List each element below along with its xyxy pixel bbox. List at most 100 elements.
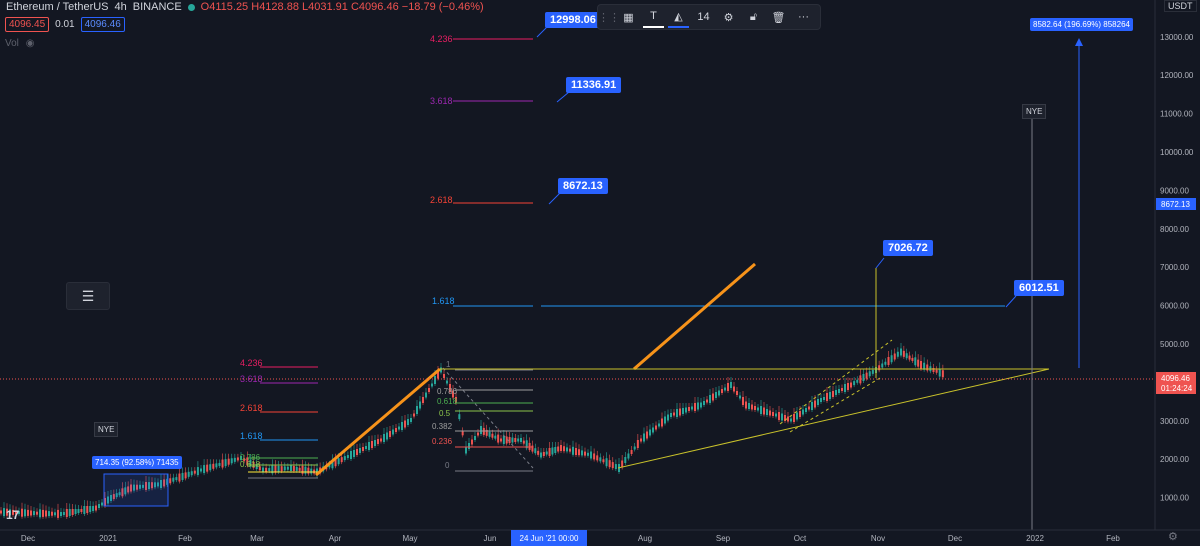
fib-retracement[interactable]: 1 0.786 0.618 0.5 0.382 0.236 0 (432, 360, 534, 472)
object-tree-button[interactable]: ☰ (66, 282, 110, 310)
candle (542, 452, 545, 456)
candle (449, 384, 451, 392)
candle (528, 442, 531, 450)
buy-price[interactable]: 4096.46 (80, 17, 125, 32)
candle (902, 350, 905, 357)
candle (178, 473, 181, 482)
candle (871, 369, 874, 374)
time-tick: Aug (638, 534, 652, 543)
open-value: O4115.25 (200, 1, 249, 13)
candle (691, 406, 693, 410)
candle (246, 457, 249, 466)
volume-indicator[interactable]: Vol ◉ (5, 38, 34, 49)
candle (802, 409, 804, 415)
candle (525, 440, 528, 449)
candle (350, 451, 352, 459)
candle (209, 464, 212, 471)
candle (718, 390, 720, 396)
drag-handle-icon[interactable]: ⋮⋮ (598, 11, 620, 24)
candle (905, 353, 908, 359)
label-714[interactable]: 714.35 (92.58%) 71435 (92, 456, 182, 469)
candle (491, 433, 494, 438)
candle (721, 389, 723, 393)
candle (560, 445, 562, 451)
candle (760, 406, 762, 414)
time-tick: 2022 (1026, 534, 1044, 543)
candle (54, 512, 56, 516)
candle (262, 467, 264, 473)
time-axis: Dec 2021 Feb Mar Apr May Jun Aug Sep Oct Nov Dec 202… (21, 530, 1120, 546)
time-tick: Feb (1106, 534, 1120, 543)
candle (611, 462, 614, 469)
measure-box[interactable] (103, 473, 169, 507)
time-tick: Mar (250, 534, 264, 543)
candle (599, 457, 602, 462)
candle (584, 451, 586, 456)
label-11336[interactable]: 11336.91 (566, 77, 622, 93)
lock-icon[interactable]: 🔓︎ (749, 10, 758, 23)
candle (221, 459, 224, 468)
candle (230, 458, 233, 464)
candle (193, 470, 196, 474)
candle (71, 509, 74, 515)
symbol-name[interactable]: Ethereum / TetherUS (6, 1, 109, 13)
retrace-0: 0 (445, 461, 450, 470)
fib-lower-2618: 2.618 (240, 403, 263, 413)
label-7026[interactable]: 7026.72 (883, 240, 933, 256)
retrace-0382: 0.382 (432, 422, 453, 431)
retrace-05: 0.5 (439, 409, 451, 418)
candle (540, 452, 542, 458)
candle (893, 353, 896, 360)
orange-trendline-1[interactable] (315, 367, 441, 477)
label-6012[interactable]: 6012.51 (1014, 280, 1064, 296)
more-icon[interactable]: ··· (798, 11, 809, 23)
support-line[interactable] (617, 368, 1050, 469)
candle (331, 460, 334, 469)
fib-extension-lower[interactable]: 4.236 3.618 2.618 1.618 0.786 0.618 (240, 358, 318, 479)
candle (881, 363, 884, 368)
tradingview-logo-icon[interactable]: 17 (6, 508, 20, 522)
template-icon[interactable]: ▦ (623, 11, 634, 24)
fib-extension-upper[interactable]: 4.236 3.618 2.618 1.618 (430, 34, 1005, 307)
crosshair-price-tag (1156, 198, 1196, 210)
candle (799, 411, 801, 417)
candle (107, 496, 109, 504)
symbol-header: Ethereum / TetherUS 4h BINANCE O4115.25 … (6, 1, 484, 13)
settings-icon[interactable]: ⚙ (723, 11, 734, 24)
candle (206, 464, 209, 472)
delete-icon[interactable]: 🗑︎ (771, 11, 786, 24)
sell-price[interactable]: 4096.45 (5, 17, 50, 32)
label-8672[interactable]: 8672.13 (558, 178, 608, 194)
candle (908, 355, 911, 360)
candle (243, 458, 246, 462)
candle (896, 351, 899, 357)
candle (814, 400, 816, 408)
axis-settings-icon[interactable]: ⚙ (1168, 531, 1178, 543)
fill-color-icon[interactable]: ◭ (668, 6, 689, 28)
candle (694, 403, 696, 411)
candle (200, 468, 202, 472)
candle (590, 451, 592, 459)
line-width[interactable]: 14 (697, 11, 710, 23)
candle (271, 465, 274, 474)
currency-label[interactable]: USDT (1164, 0, 1197, 12)
candle (328, 464, 331, 468)
eye-icon[interactable]: ◉ (25, 38, 35, 49)
label-8582[interactable]: 8582.64 (196.69%) 858264 (1030, 18, 1133, 31)
text-color-icon[interactable]: T (643, 6, 664, 28)
candle (935, 369, 938, 373)
candle (500, 438, 502, 442)
candle (655, 425, 657, 430)
channel-dashed-1[interactable] (779, 339, 893, 425)
interval[interactable]: 4h (114, 1, 127, 13)
orange-trendline-2[interactable] (633, 262, 756, 371)
candle (508, 437, 511, 443)
candle (440, 367, 442, 373)
candle (587, 452, 589, 456)
candle (730, 382, 732, 388)
candle (633, 446, 636, 450)
channel-dashed-2[interactable] (789, 377, 881, 433)
object-tree-icon: ☰ (81, 287, 95, 304)
label-12998[interactable]: 12998.06 (545, 12, 601, 28)
